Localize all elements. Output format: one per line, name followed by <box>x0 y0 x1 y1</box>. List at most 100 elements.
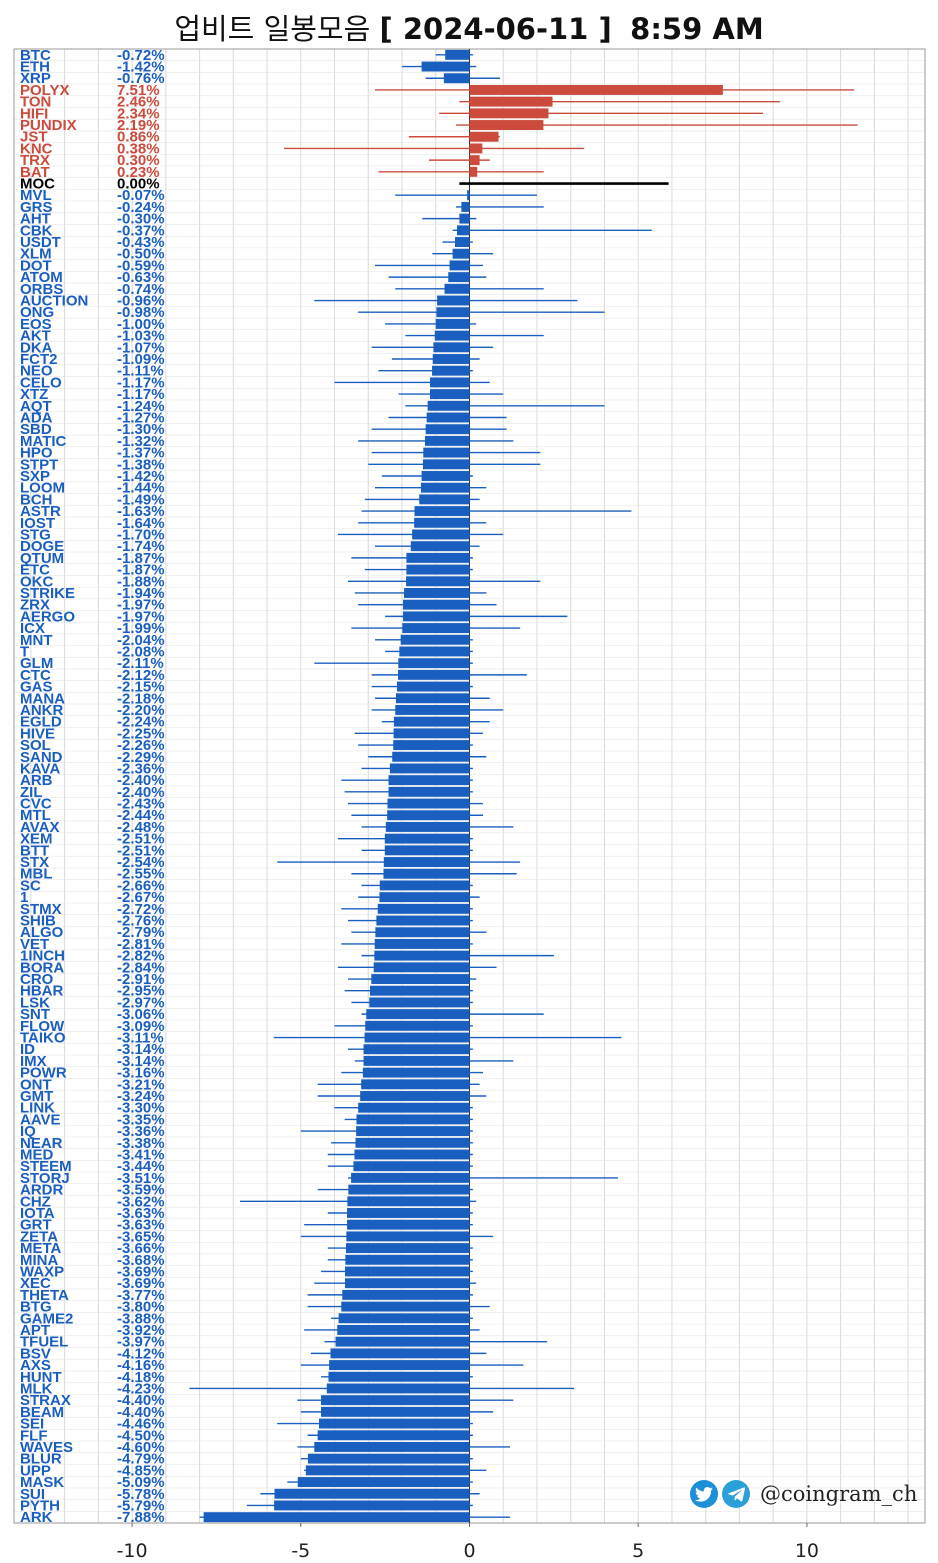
percent-label: -2.81% <box>117 936 165 953</box>
percent-label: -3.06% <box>117 1006 165 1023</box>
symbol-label: AERGO <box>20 608 75 625</box>
symbol-label: XLM <box>20 246 52 263</box>
percent-label: -3.69% <box>117 1263 165 1280</box>
percent-label: -2.72% <box>117 901 165 918</box>
symbol-label: GMT <box>20 1088 53 1105</box>
percent-label: -3.09% <box>117 1018 165 1035</box>
symbol-label: ARDR <box>20 1182 63 1199</box>
bar-stx <box>383 857 470 868</box>
bar-sui <box>274 1488 470 1499</box>
percent-label: -1.70% <box>117 526 165 543</box>
bar-cvc <box>387 798 470 809</box>
bar-hifi <box>469 108 549 119</box>
bar-shib <box>376 915 470 926</box>
symbol-label: PUNDIX <box>20 117 77 134</box>
percent-label: -3.63% <box>117 1217 165 1234</box>
telegram-icon <box>722 1480 750 1508</box>
bar-bsv <box>330 1348 470 1359</box>
title-prefix: 업비트 일봉모음 <box>174 12 371 46</box>
percent-label: -1.44% <box>117 480 165 497</box>
symbol-label: LSK <box>20 994 50 1011</box>
bar-ardr <box>348 1184 470 1195</box>
symbol-label: ETH <box>20 59 50 76</box>
percent-label: -1.88% <box>117 573 165 590</box>
symbol-label: VET <box>20 936 49 953</box>
symbol-label: XRP <box>20 70 51 87</box>
percent-label: -2.66% <box>117 877 165 894</box>
bar-stmx <box>377 903 470 914</box>
bar-near <box>355 1137 470 1148</box>
symbol-label: AHT <box>20 211 51 228</box>
bar-algo <box>375 927 470 938</box>
bar-t <box>399 646 470 657</box>
symbol-label: ARB <box>20 772 53 789</box>
bar-egld <box>393 716 470 727</box>
symbol-label: T <box>20 643 29 660</box>
symbol-label: AUCTION <box>20 293 88 310</box>
percent-label: -3.30% <box>117 1100 165 1117</box>
symbol-label: STRIKE <box>20 585 75 602</box>
bar-mnt <box>400 634 470 645</box>
x-tick-label: -10 <box>117 1540 148 1562</box>
symbol-label: CTC <box>20 667 51 684</box>
symbol-label: MOC <box>20 176 55 193</box>
bar-ton <box>469 96 553 107</box>
percent-label: -1.32% <box>117 433 165 450</box>
percent-label: -4.40% <box>117 1404 165 1421</box>
symbol-label: FLOW <box>20 1018 65 1035</box>
symbol-label: ZRX <box>20 597 50 614</box>
percent-label: -0.59% <box>117 257 165 274</box>
bar-med <box>354 1149 470 1160</box>
symbol-label: SUI <box>20 1486 45 1503</box>
percent-label: -3.97% <box>117 1334 165 1351</box>
percent-label: -3.66% <box>117 1240 165 1257</box>
percent-label: -1.27% <box>117 410 165 427</box>
percent-label: -4.50% <box>117 1427 165 1444</box>
symbol-label: SNT <box>20 1006 50 1023</box>
bar-polyx <box>469 84 723 95</box>
bar-atom <box>448 272 470 283</box>
symbol-label: MLK <box>20 1380 53 1397</box>
symbol-label: IOTA <box>20 1205 55 1222</box>
symbol-label: ID <box>20 1041 35 1058</box>
percent-label: -0.30% <box>117 211 165 228</box>
percent-label: -4.16% <box>117 1357 165 1374</box>
bar-trx <box>469 155 480 166</box>
bar-aht <box>459 213 470 224</box>
bar-sc <box>379 880 470 891</box>
percent-label: -3.92% <box>117 1322 165 1339</box>
symbol-label: SHIB <box>20 913 56 930</box>
title-time: 8:59 AM <box>630 12 764 46</box>
symbol-label: HPO <box>20 445 53 462</box>
percent-label: -0.98% <box>117 304 165 321</box>
bar-okc <box>406 576 470 587</box>
bar-powr <box>362 1067 470 1078</box>
bar-auction <box>437 295 470 306</box>
percent-label: -2.40% <box>117 772 165 789</box>
bar-mbl <box>383 868 470 879</box>
percent-label: -3.62% <box>117 1193 165 1210</box>
bar-ankr <box>395 704 470 715</box>
symbol-label: STX <box>20 854 49 871</box>
symbol-label: 1 <box>20 889 28 906</box>
symbol-label: ETC <box>20 562 50 579</box>
percent-label: -1.07% <box>117 339 165 356</box>
percent-label: -2.08% <box>117 643 165 660</box>
percent-label: -0.50% <box>117 246 165 263</box>
percent-label: -2.04% <box>117 632 165 649</box>
bar-waxp <box>344 1266 470 1277</box>
symbol-label: SC <box>20 877 41 894</box>
percent-label: 0.30% <box>117 152 160 169</box>
percent-label: 2.34% <box>117 105 160 122</box>
bar-dka <box>433 342 470 353</box>
symbol-label: BSV <box>20 1345 51 1362</box>
symbol-label: META <box>20 1240 62 1257</box>
bar-bat <box>469 166 478 177</box>
symbol-label: XEM <box>20 831 53 848</box>
bar-mvl <box>467 190 470 201</box>
bar-xrp <box>443 73 470 84</box>
bar-aergo <box>403 611 470 622</box>
bar-stg <box>412 529 470 540</box>
bar-ark <box>203 1512 470 1523</box>
symbol-label: LINK <box>20 1100 55 1117</box>
